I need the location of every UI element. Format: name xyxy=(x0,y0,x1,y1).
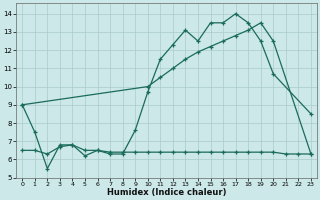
X-axis label: Humidex (Indice chaleur): Humidex (Indice chaleur) xyxy=(107,188,226,197)
